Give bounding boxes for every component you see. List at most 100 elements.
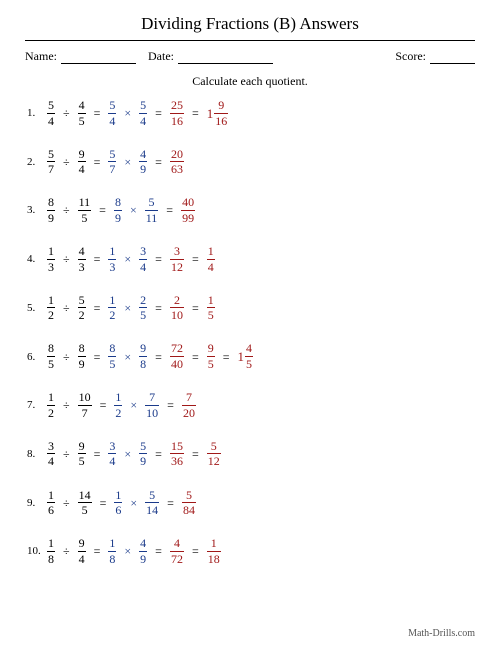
fraction: 85 (47, 342, 55, 370)
numerator: 1 (47, 391, 55, 404)
denominator: 2 (114, 407, 122, 420)
fraction: 13 (108, 245, 116, 273)
denominator: 8 (108, 553, 116, 566)
equals-sign: = (154, 351, 163, 363)
fraction: 16 (114, 489, 122, 517)
denominator: 3 (108, 261, 116, 274)
denominator: 99 (181, 212, 195, 225)
denominator: 2 (47, 407, 55, 420)
problem-row: 6.85÷89=85×98=7240=95=145 (27, 342, 475, 370)
fraction: 94 (78, 537, 86, 565)
numerator: 2 (139, 294, 147, 307)
numerator: 1 (47, 489, 55, 502)
numerator: 9 (78, 537, 86, 550)
denominator: 6 (47, 504, 55, 517)
fraction: 12 (47, 294, 55, 322)
equation: 54÷45=54×54=2516=1916 (47, 99, 228, 127)
fraction: 7240 (170, 342, 184, 370)
fraction: 34 (139, 245, 147, 273)
equation: 13÷43=13×34=312=14 (47, 245, 215, 273)
denominator: 63 (170, 163, 184, 176)
numerator: 5 (108, 148, 116, 161)
numerator: 4 (173, 537, 181, 550)
problem-row: 1.54÷45=54×54=2516=1916 (27, 99, 475, 127)
fraction: 710 (145, 391, 159, 419)
fraction: 16 (47, 489, 55, 517)
equals-sign: = (191, 253, 200, 265)
numerator: 8 (47, 342, 55, 355)
denominator: 18 (207, 553, 221, 566)
score-label: Score: (395, 49, 426, 64)
multiply-sign: × (129, 399, 138, 411)
instruction: Calculate each quotient. (25, 74, 475, 89)
fraction: 57 (108, 148, 116, 176)
equals-sign: = (191, 351, 200, 363)
numerator: 40 (181, 196, 195, 209)
fraction: 57 (47, 148, 55, 176)
equation: 85÷89=85×98=7240=95=145 (47, 342, 253, 370)
problem-row: 5.12÷52=12×25=210=15 (27, 294, 475, 322)
problem-row: 4.13÷43=13×34=312=14 (27, 245, 475, 273)
divide-sign: ÷ (62, 156, 71, 168)
mixed-number: 1916 (207, 99, 229, 127)
numerator: 8 (108, 342, 116, 355)
fraction: 4099 (181, 196, 195, 224)
equals-sign: = (93, 107, 102, 119)
fraction: 584 (182, 489, 196, 517)
footer-credit: Math-Drills.com (408, 628, 475, 639)
numerator: 1 (210, 537, 218, 550)
fraction: 34 (108, 440, 116, 468)
denominator: 6 (114, 504, 122, 517)
fraction: 89 (47, 196, 55, 224)
fraction: 54 (139, 99, 147, 127)
numerator: 1 (114, 489, 122, 502)
multiply-sign: × (129, 204, 138, 216)
problem-row: 2.57÷94=57×49=2063 (27, 148, 475, 176)
problem-number: 5. (27, 302, 47, 314)
fraction: 98 (139, 342, 147, 370)
numerator: 4 (139, 148, 147, 161)
denominator: 8 (47, 553, 55, 566)
numerator: 5 (185, 489, 193, 502)
divide-sign: ÷ (62, 545, 71, 557)
denominator: 9 (114, 212, 122, 225)
problem-number: 8. (27, 448, 47, 460)
numerator: 7 (185, 391, 193, 404)
denominator: 7 (81, 407, 89, 420)
problem-row: 8.34÷95=34×59=1536=512 (27, 440, 475, 468)
denominator: 11 (145, 212, 159, 225)
numerator: 9 (78, 148, 86, 161)
denominator: 12 (207, 455, 221, 468)
fraction: 107 (78, 391, 92, 419)
fraction: 59 (139, 440, 147, 468)
numerator: 5 (78, 294, 86, 307)
divide-sign: ÷ (62, 253, 71, 265)
numerator: 11 (78, 196, 92, 209)
equals-sign: = (165, 204, 174, 216)
denominator: 16 (170, 115, 184, 128)
page-title: Dividing Fractions (B) Answers (25, 14, 475, 34)
whole-part: 1 (207, 107, 214, 120)
divide-sign: ÷ (62, 302, 71, 314)
numerator: 5 (108, 99, 116, 112)
fraction: 45 (245, 342, 253, 370)
denominator: 4 (78, 163, 86, 176)
numerator: 1 (47, 537, 55, 550)
numerator: 4 (78, 245, 86, 258)
problem-number: 7. (27, 399, 47, 411)
fraction: 95 (78, 440, 86, 468)
numerator: 4 (78, 99, 86, 112)
fraction: 916 (214, 99, 228, 127)
multiply-sign: × (123, 545, 132, 557)
numerator: 1 (108, 245, 116, 258)
problem-list: 1.54÷45=54×54=2516=19162.57÷94=57×49=206… (25, 99, 475, 565)
numerator: 1 (207, 294, 215, 307)
fraction: 18 (47, 537, 55, 565)
numerator: 8 (78, 342, 86, 355)
problem-number: 1. (27, 107, 47, 119)
numerator: 14 (78, 489, 92, 502)
numerator: 1 (108, 294, 116, 307)
equals-sign: = (191, 545, 200, 557)
multiply-sign: × (123, 107, 132, 119)
date-field: Date: (148, 49, 273, 64)
